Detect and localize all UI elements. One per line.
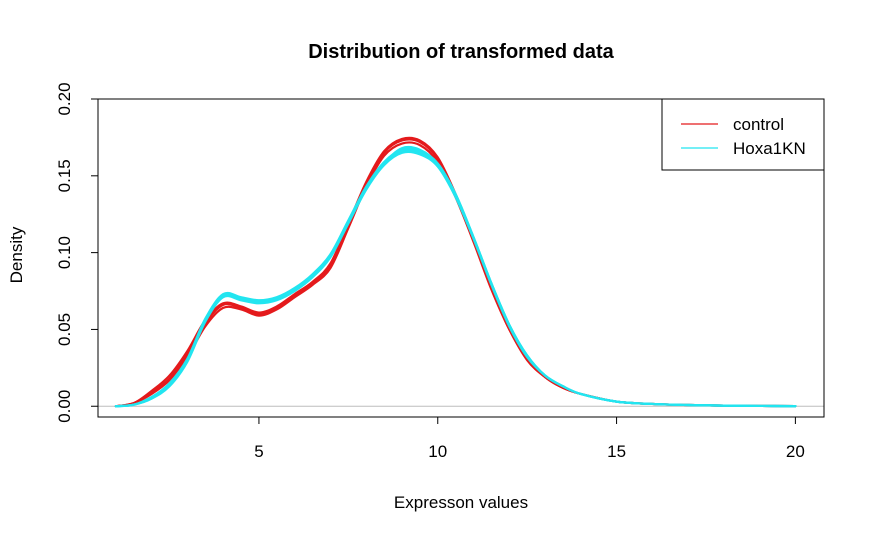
density-line-hoxa1kn-4 <box>114 149 797 408</box>
x-axis: 5 10 15 20 <box>254 416 805 461</box>
y-tick-label: 0.00 <box>55 390 74 423</box>
density-line-hoxa1kn-7 <box>114 145 797 408</box>
density-curves <box>114 136 797 408</box>
y-axis: 0.00 0.05 0.10 0.15 0.20 <box>55 82 99 423</box>
chart-title: Distribution of transformed data <box>308 41 614 63</box>
y-tick-label: 0.05 <box>55 313 74 346</box>
x-tick-label: 10 <box>428 442 447 461</box>
y-tick-label: 0.20 <box>55 82 74 115</box>
x-tick-label: 5 <box>254 442 263 461</box>
legend-label-control: control <box>733 115 784 134</box>
y-tick-label: 0.15 <box>55 159 74 192</box>
legend: control Hoxa1KN <box>661 98 825 171</box>
density-line-control-2 <box>114 136 797 408</box>
x-tick-label: 15 <box>607 442 626 461</box>
density-line-control-3 <box>114 141 797 408</box>
legend-box <box>661 98 825 171</box>
x-axis-label: Expresson values <box>394 493 528 512</box>
x-tick-label: 20 <box>786 442 805 461</box>
density-line-hoxa1kn-5 <box>114 147 797 408</box>
y-axis-label: Density <box>7 226 26 283</box>
density-line-control-1 <box>114 138 797 408</box>
legend-label-hoxa1kn: Hoxa1KN <box>733 139 806 158</box>
y-tick-label: 0.10 <box>55 236 74 269</box>
density-line-hoxa1kn-6 <box>114 150 797 408</box>
